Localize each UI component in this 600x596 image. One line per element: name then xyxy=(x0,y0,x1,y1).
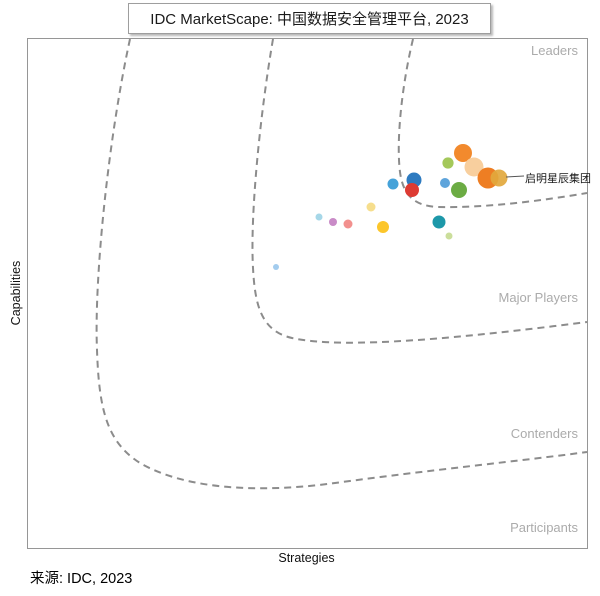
vendor-bubble-6 xyxy=(440,178,450,188)
region-label-leaders: Leaders xyxy=(531,43,578,58)
source-note: 来源: IDC, 2023 xyxy=(30,571,133,587)
vendor-bubble-8 xyxy=(451,182,467,198)
region-boundary-arc-leaders-boundary xyxy=(397,38,588,209)
vendor-bubble-10 xyxy=(366,202,376,212)
annotation-connector-line xyxy=(505,175,525,178)
vendor-bubble-16 xyxy=(445,232,453,240)
vendor-bubble-15 xyxy=(432,215,446,229)
region-label-participants: Participants xyxy=(510,520,578,535)
vendor-annotation-label: 启明星辰集团 xyxy=(525,173,591,185)
vendor-bubble-1 xyxy=(442,157,454,169)
vendor-bubble-7 xyxy=(405,183,419,197)
vendor-bubble-14 xyxy=(377,221,389,233)
vendor-bubble-9 xyxy=(490,169,508,187)
vendor-bubble-12 xyxy=(329,218,337,226)
region-boundary-arc-contenders-boundary xyxy=(95,38,588,490)
region-label-contenders: Contenders xyxy=(510,426,578,441)
region-boundary-arc-major-players-boundary xyxy=(251,38,588,344)
plot-frame xyxy=(27,38,588,549)
vendor-bubble-2 xyxy=(464,157,484,177)
vendor-bubble-0 xyxy=(454,144,472,162)
y-axis-label: Capabilities xyxy=(9,260,23,326)
vendor-bubble-17 xyxy=(273,264,279,270)
vendor-bubble-5 xyxy=(387,178,399,190)
chart-title-text: IDC MarketScape: 中国数据安全管理平台, 2023 xyxy=(150,11,469,28)
region-label-major-players: Major Players xyxy=(498,290,578,305)
vendor-bubble-13 xyxy=(343,219,353,229)
vendor-bubble-11 xyxy=(315,213,323,221)
x-axis-label: Strategies xyxy=(278,551,335,565)
chart-title: IDC MarketScape: 中国数据安全管理平台, 2023 xyxy=(128,3,491,34)
